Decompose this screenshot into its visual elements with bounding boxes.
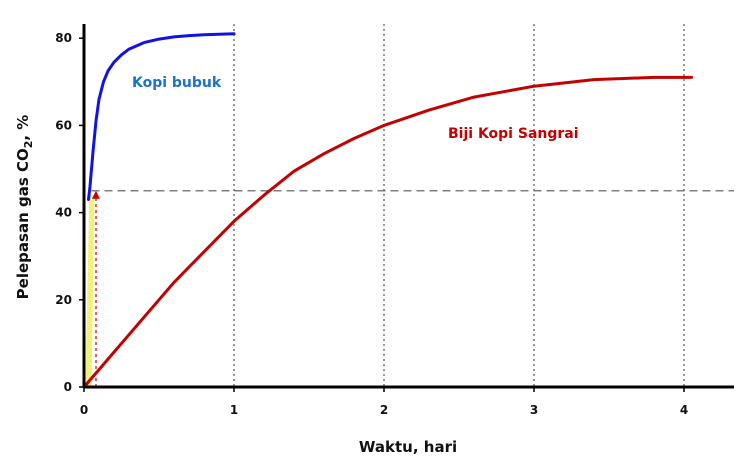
series-label-biji-kopi-sangrai: Biji Kopi Sangrai: [448, 126, 579, 142]
x-axis-label: Waktu, hari: [359, 438, 457, 456]
y-axis-label: Pelepasan gas CO2, %: [14, 115, 35, 300]
y-tick-label-3: 60: [55, 118, 72, 132]
y-axis-label-main: Pelepasan gas CO: [14, 148, 32, 299]
x-tick-label-1: 1: [230, 403, 238, 417]
series-group: [82, 32, 693, 389]
vertical-gridlines: [233, 24, 685, 387]
y-axis-label-suffix: , %: [14, 115, 32, 141]
x-tick-label-0: 0: [80, 403, 88, 417]
x-tick-label-4: 4: [680, 403, 688, 417]
x-tick-label-2: 2: [380, 403, 388, 417]
y-tick-label-1: 20: [55, 293, 72, 307]
series-line-0: [87, 32, 236, 201]
reference-marker-arrow: [92, 190, 100, 199]
initial-release-highlight: [85, 195, 95, 387]
series-line-1: [82, 75, 693, 389]
y-axis-label-subscript: 2: [22, 141, 35, 149]
y-tick-label-2: 40: [55, 206, 72, 220]
x-tick-label-3: 3: [530, 403, 538, 417]
y-tick-label-0: 0: [64, 380, 72, 394]
y-tick-label-4: 80: [55, 31, 72, 45]
series-label-kopi-bubuk: Kopi bubuk: [132, 75, 222, 91]
